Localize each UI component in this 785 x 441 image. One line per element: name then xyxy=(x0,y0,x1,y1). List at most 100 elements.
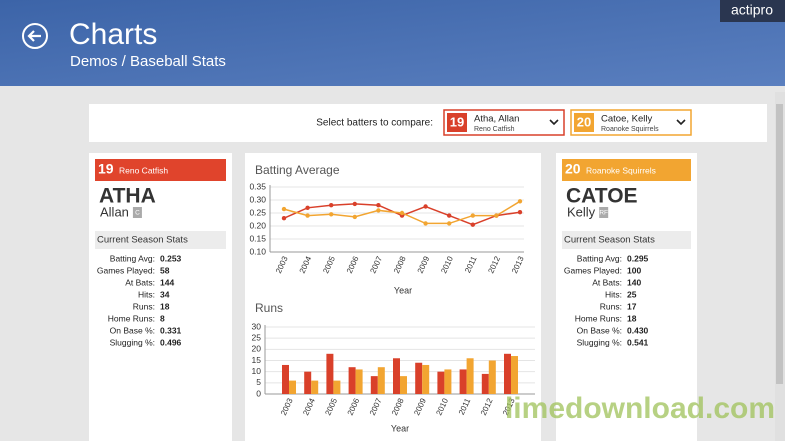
team-bar xyxy=(562,159,691,181)
page-title: Charts xyxy=(69,18,157,51)
brand-box xyxy=(720,0,785,22)
bar xyxy=(444,369,452,394)
first-name: Kelly xyxy=(567,204,596,219)
y-tick-label: 0.25 xyxy=(249,207,266,217)
stat-value: 140 xyxy=(627,277,641,287)
point xyxy=(376,203,381,208)
point xyxy=(281,206,287,212)
stat-value: 34 xyxy=(160,289,170,299)
bar xyxy=(370,376,378,394)
player-number: 19 xyxy=(98,161,114,177)
bar xyxy=(459,369,467,394)
player-card xyxy=(89,153,232,441)
stat-label: On Base %: xyxy=(110,325,155,335)
first-name: Allan xyxy=(100,204,129,219)
stat-value: 25 xyxy=(627,289,637,299)
stat-value: 0.253 xyxy=(160,253,182,263)
chart-title: Runs xyxy=(255,301,283,315)
point xyxy=(423,221,428,226)
bar xyxy=(422,364,430,394)
y-tick-label: 10 xyxy=(252,366,262,376)
back-button[interactable] xyxy=(22,23,48,49)
stat-value: 0.295 xyxy=(627,253,649,263)
section-title: Current Season Stats xyxy=(97,235,188,246)
y-tick-label: 0.35 xyxy=(249,181,266,191)
stat-label: Batting Avg: xyxy=(110,253,155,263)
position-badge xyxy=(599,207,609,218)
stat-value: 0.541 xyxy=(627,337,649,347)
point xyxy=(517,210,523,215)
team-bar xyxy=(95,159,226,181)
y-tick-label: 15 xyxy=(252,355,262,365)
point xyxy=(494,213,499,218)
y-tick-label: 0.20 xyxy=(249,220,266,230)
y-tick-label: 5 xyxy=(256,377,261,387)
point xyxy=(376,208,381,213)
bar xyxy=(393,358,400,394)
bar xyxy=(400,376,407,394)
stat-label: Runs: xyxy=(600,301,622,311)
bar xyxy=(488,360,496,394)
section-title: Current Season Stats xyxy=(564,235,655,246)
stat-label: Batting Avg: xyxy=(577,253,622,263)
y-tick-label: 0.30 xyxy=(249,194,266,204)
stat-value: 17 xyxy=(627,301,637,311)
chevron[interactable] xyxy=(676,119,686,126)
point xyxy=(517,199,523,204)
stat-value: 0.331 xyxy=(160,325,182,335)
stat-label: Games Played: xyxy=(564,265,622,275)
stat-value: 100 xyxy=(627,265,641,275)
position-badge xyxy=(132,207,142,218)
batter-name: Catoe, Kelly xyxy=(601,114,652,125)
point xyxy=(470,222,475,227)
section-bar xyxy=(95,231,226,249)
position: C xyxy=(135,210,140,217)
breadcrumb: Demos / Baseball Stats xyxy=(70,53,226,70)
chevron[interactable] xyxy=(549,119,559,126)
last-name: ATHA xyxy=(99,185,156,208)
bar xyxy=(311,380,319,394)
stat-label: Slugging %: xyxy=(577,337,622,347)
player-number: 20 xyxy=(565,161,581,177)
point xyxy=(399,210,405,216)
number-badge xyxy=(574,113,594,132)
bar xyxy=(355,369,363,394)
number-badge xyxy=(447,113,467,132)
stat-label: Home Runs: xyxy=(108,313,155,323)
stat-label: On Base %: xyxy=(577,325,622,335)
stat-value: 58 xyxy=(160,265,170,275)
stat-value: 8 xyxy=(160,313,165,323)
point xyxy=(352,214,357,220)
number: 19 xyxy=(450,114,464,129)
y-tick-label: 0.10 xyxy=(249,246,266,256)
bar xyxy=(326,353,334,394)
x-axis-label: Year xyxy=(394,285,412,295)
stat-label: Slugging %: xyxy=(110,337,155,347)
bar xyxy=(415,362,423,394)
point xyxy=(305,213,310,218)
bar xyxy=(348,367,356,394)
bar xyxy=(481,373,489,394)
bar xyxy=(511,356,518,394)
charts-card xyxy=(245,153,541,441)
stat-value: 18 xyxy=(160,301,170,311)
point xyxy=(352,201,357,207)
point xyxy=(329,203,334,208)
stat-value: 0.496 xyxy=(160,337,182,347)
stat-label: At Bats: xyxy=(592,277,622,287)
position: RF xyxy=(599,210,608,217)
scroll-thumb[interactable] xyxy=(776,104,783,384)
x-axis-label: Year xyxy=(391,423,409,433)
last-name: CATOE xyxy=(566,185,638,208)
bar xyxy=(282,364,289,394)
point xyxy=(447,221,452,226)
bar xyxy=(466,358,474,394)
number: 20 xyxy=(577,114,591,129)
header-bar xyxy=(0,0,785,86)
stat-label: At Bats: xyxy=(125,277,155,287)
bar xyxy=(333,380,341,394)
watermark: limedownload.com xyxy=(505,392,775,425)
y-tick-label: 25 xyxy=(252,332,262,342)
